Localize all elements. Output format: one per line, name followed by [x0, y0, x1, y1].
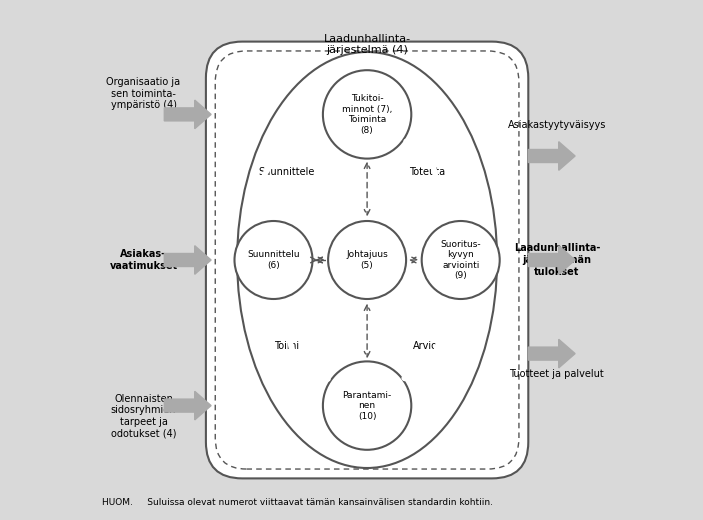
Text: Suoritus-
kyvyn
arviointi
(9): Suoritus- kyvyn arviointi (9)	[440, 240, 481, 280]
Text: Organisaatio ja
sen toiminta-
ympäristö (4): Organisaatio ja sen toiminta- ympäristö …	[106, 77, 181, 110]
Text: Asiakas-
vaatimukset: Asiakas- vaatimukset	[110, 249, 178, 271]
Circle shape	[323, 70, 411, 159]
Circle shape	[422, 221, 500, 299]
Circle shape	[323, 361, 411, 450]
FancyArrow shape	[528, 142, 575, 171]
Circle shape	[328, 221, 406, 299]
Text: Tuotteet ja palvelut: Tuotteet ja palvelut	[510, 369, 605, 380]
Text: Laadunhallinta-
järjestelmä (4): Laadunhallinta- järjestelmä (4)	[323, 34, 411, 56]
FancyArrow shape	[528, 340, 575, 368]
Text: Olennaisten
sidosryhmien
tarpeet ja
odotukset (4): Olennaisten sidosryhmien tarpeet ja odot…	[111, 394, 176, 438]
FancyArrow shape	[165, 100, 211, 129]
Text: Parantami-
nen
(10): Parantami- nen (10)	[342, 391, 392, 421]
FancyBboxPatch shape	[206, 42, 528, 478]
Text: Toteuta: Toteuta	[409, 166, 445, 177]
Text: Toimi: Toimi	[274, 341, 299, 351]
Text: HUOM.     Suluissa olevat numerot viittaavat tämän kansainvälisen standardin koh: HUOM. Suluissa olevat numerot viittaavat…	[102, 498, 493, 507]
Text: Tukitoi-
minnot (7),
Toiminta
(8): Tukitoi- minnot (7), Toiminta (8)	[342, 94, 392, 135]
Text: Laadunhallinta-
järjestelmän
tulokset: Laadunhallinta- järjestelmän tulokset	[514, 243, 600, 277]
Text: Suunnittelu
(6): Suunnittelu (6)	[247, 250, 299, 270]
FancyArrow shape	[165, 392, 211, 420]
Circle shape	[235, 221, 313, 299]
Text: Asiakastyytyväisyys: Asiakastyytyväisyys	[508, 120, 606, 130]
Text: Arvioi: Arvioi	[413, 341, 441, 351]
FancyArrow shape	[165, 246, 211, 275]
Text: Johtajuus
(5): Johtajuus (5)	[346, 250, 388, 270]
Text: Suunnittele: Suunnittele	[258, 166, 315, 177]
FancyArrow shape	[528, 246, 575, 275]
